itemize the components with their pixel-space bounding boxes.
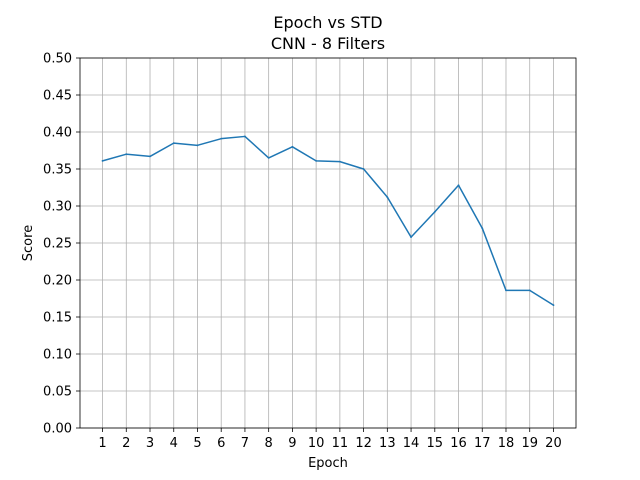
data-point [481, 227, 484, 230]
y-tick-label: 0.15 [43, 311, 72, 326]
x-tick-label: 11 [332, 436, 349, 451]
data-point [149, 155, 151, 158]
x-tick-label: 9 [288, 436, 296, 451]
data-point [172, 142, 175, 145]
data-point [386, 196, 389, 199]
data-point [457, 184, 460, 187]
x-tick-label: 14 [403, 436, 420, 451]
series-line [101, 135, 555, 306]
x-tick-label: 15 [427, 436, 444, 451]
y-tick-label: 0.35 [43, 163, 72, 178]
x-tick-label: 12 [355, 436, 372, 451]
y-tick-label: 0.10 [43, 348, 72, 363]
grid [80, 57, 576, 429]
data-point [552, 304, 555, 307]
data-point [505, 289, 507, 292]
data-point [315, 159, 318, 162]
x-tick-label: 17 [474, 436, 491, 451]
y-tick-label: 0.50 [43, 52, 72, 67]
data-point [410, 236, 412, 238]
x-tick-label: 4 [170, 436, 178, 451]
x-tick-label: 13 [379, 436, 396, 451]
data-point [433, 211, 436, 213]
y-tick-label: 0.00 [43, 422, 72, 437]
x-tick-label: 16 [450, 436, 467, 451]
data-point [291, 145, 294, 148]
data-point [362, 168, 365, 170]
y-tick-label: 0.30 [43, 200, 72, 215]
x-tick-label: 10 [308, 436, 325, 451]
y-tick-label: 0.45 [43, 89, 72, 104]
data-point [244, 135, 246, 138]
x-tick-label: 3 [146, 436, 154, 451]
y-tick-label: 0.25 [43, 237, 72, 252]
x-tick-label: 20 [545, 436, 562, 451]
y-tick-label: 0.05 [43, 385, 72, 400]
x-tick-label: 2 [122, 436, 130, 451]
x-tick-label: 8 [265, 436, 273, 451]
y-tick-label: 0.40 [43, 126, 72, 141]
data-point [196, 144, 199, 147]
y-tick-label: 0.20 [43, 274, 72, 289]
data-point [220, 137, 223, 140]
axis-ticks: 1 2 3 4 5 6 7 8 9 10 11 12 13 14 15 16 17 18 19 200.000.050… [43, 52, 562, 452]
x-tick-label: 1 [98, 436, 106, 451]
chart-subtitle: CNN - 8 Filters [271, 34, 385, 53]
x-tick-label: 5 [193, 436, 201, 451]
chart-title: Epoch vs STD [273, 13, 382, 32]
x-tick-label: 19 [521, 436, 538, 451]
data-point [125, 153, 128, 156]
data-point [528, 289, 531, 292]
x-tick-label: 6 [217, 436, 225, 451]
series-layer [101, 135, 555, 307]
x-axis-label: Epoch [308, 456, 348, 471]
y-axis-label: Score [21, 225, 36, 261]
x-tick-label: 7 [241, 436, 249, 451]
data-point [101, 159, 104, 162]
x-tick-label: 18 [498, 436, 515, 451]
data-point [267, 157, 270, 159]
data-point [338, 160, 341, 163]
